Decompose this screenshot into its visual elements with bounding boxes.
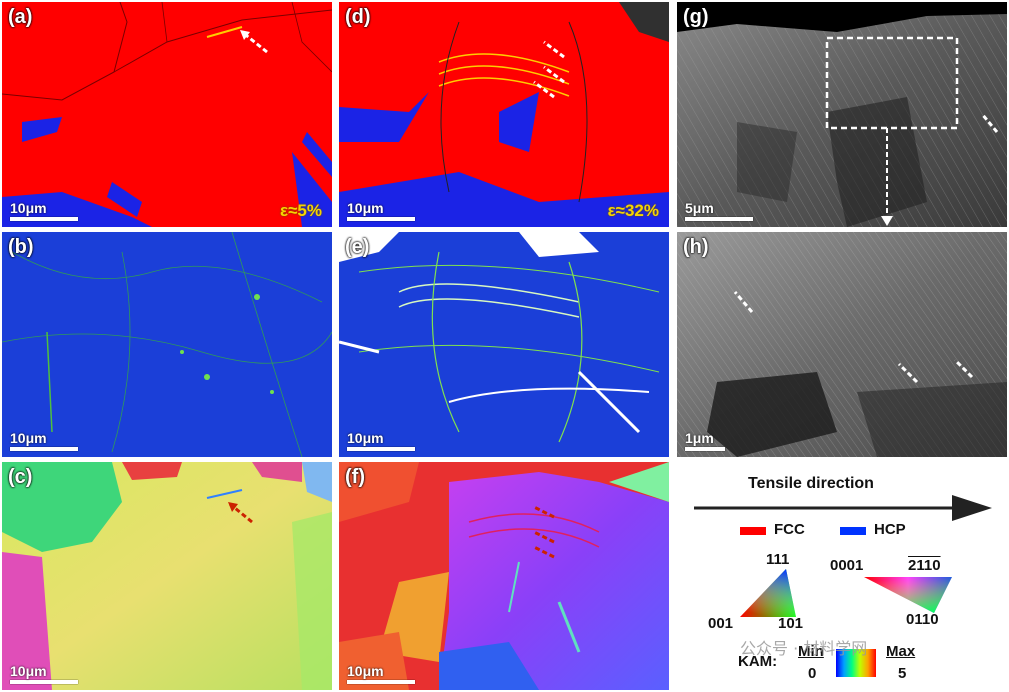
panel-a-phase-map: (a) 10μm ε≈5% [2, 2, 332, 227]
panel-c-scale-text: 10μm [10, 663, 47, 679]
panel-a-label: (a) [8, 6, 33, 28]
watermark: 公众号 · 材料学网 [740, 639, 868, 658]
panel-b-scale-bar: 10μm [10, 430, 78, 451]
panel-h-scale-bar: 1μm [685, 430, 725, 451]
tensile-direction-label: Tensile direction [748, 475, 874, 492]
ipf-hcp-left-label: 0001 [830, 557, 864, 574]
hcp-swatch [840, 527, 866, 535]
kam-colorbar [836, 649, 876, 677]
panel-c-scale-bar: 10μm [10, 663, 78, 684]
panel-d-scale-text: 10μm [347, 200, 384, 216]
panel-g-sem-image: (g) 5μm [677, 2, 1007, 227]
ipf-fcc-left-label: 001 [708, 615, 734, 632]
kam-max-label: Max [886, 643, 916, 660]
ipf-fcc-triangle-icon [740, 569, 796, 617]
panel-b-scale-text: 10μm [10, 430, 47, 446]
panel-e-kam-map: (e) 10μm [339, 232, 669, 457]
panel-d-strain: ε≈32% [607, 201, 659, 220]
panel-d-phase-map: (d) 10μm ε≈32% [339, 2, 669, 227]
panel-f-label: (f) [345, 466, 365, 488]
panel-e-label: (e) [345, 236, 370, 258]
panel-a-scale-text: 10μm [10, 200, 47, 216]
panel-h-sem-image: (h) 1μm [677, 232, 1007, 457]
panel-f-ipf-map: (f) 10μm [339, 462, 669, 690]
panel-b-kam-map: (b) 10μm [2, 232, 332, 457]
panel-e-scale-bar: 10μm [347, 430, 415, 451]
panel-d-label: (d) [345, 6, 371, 28]
panel-c-label: (c) [8, 466, 33, 488]
panel-d-scale-bar: 10μm [347, 200, 415, 221]
ipf-fcc-top-label: 111 [766, 551, 790, 568]
panel-g-scale-bar: 5μm [685, 200, 753, 221]
panel-b-label: (b) [8, 236, 34, 258]
kam-min-label: Min [798, 643, 824, 660]
ipf-fcc-right-label: 101 [778, 615, 804, 632]
kam-title: KAM: [738, 653, 778, 670]
panel-g-scale-text: 5μm [685, 200, 714, 216]
panel-a-scale-bar: 10μm [10, 200, 78, 221]
kam-min-value: 0 [808, 665, 817, 682]
panel-h-scale-text: 1μm [685, 430, 714, 446]
ipf-hcp-triangle-icon [864, 577, 952, 613]
fcc-label: FCC [774, 521, 805, 538]
hcp-label: HCP [874, 521, 906, 538]
tensile-direction-arrow-icon [694, 495, 992, 521]
ipf-hcp-bottom-label: 0110 [906, 611, 939, 628]
ipf-hcp-right-label: 2110 [908, 557, 941, 574]
panel-a-strain: ε≈5% [280, 201, 322, 220]
panel-g-label: (g) [683, 6, 709, 28]
panel-f-scale-text: 10μm [347, 663, 384, 679]
panel-c-ipf-map: (c) 10μm [2, 462, 332, 690]
kam-max-value: 5 [898, 665, 907, 682]
panel-f-scale-bar: 10μm [347, 663, 415, 684]
fcc-swatch [740, 527, 766, 535]
panel-h-label: (h) [683, 236, 709, 258]
legend-area: Tensile direction FCC HCP 111 001 101 00… [680, 463, 1009, 692]
panel-e-scale-text: 10μm [347, 430, 384, 446]
